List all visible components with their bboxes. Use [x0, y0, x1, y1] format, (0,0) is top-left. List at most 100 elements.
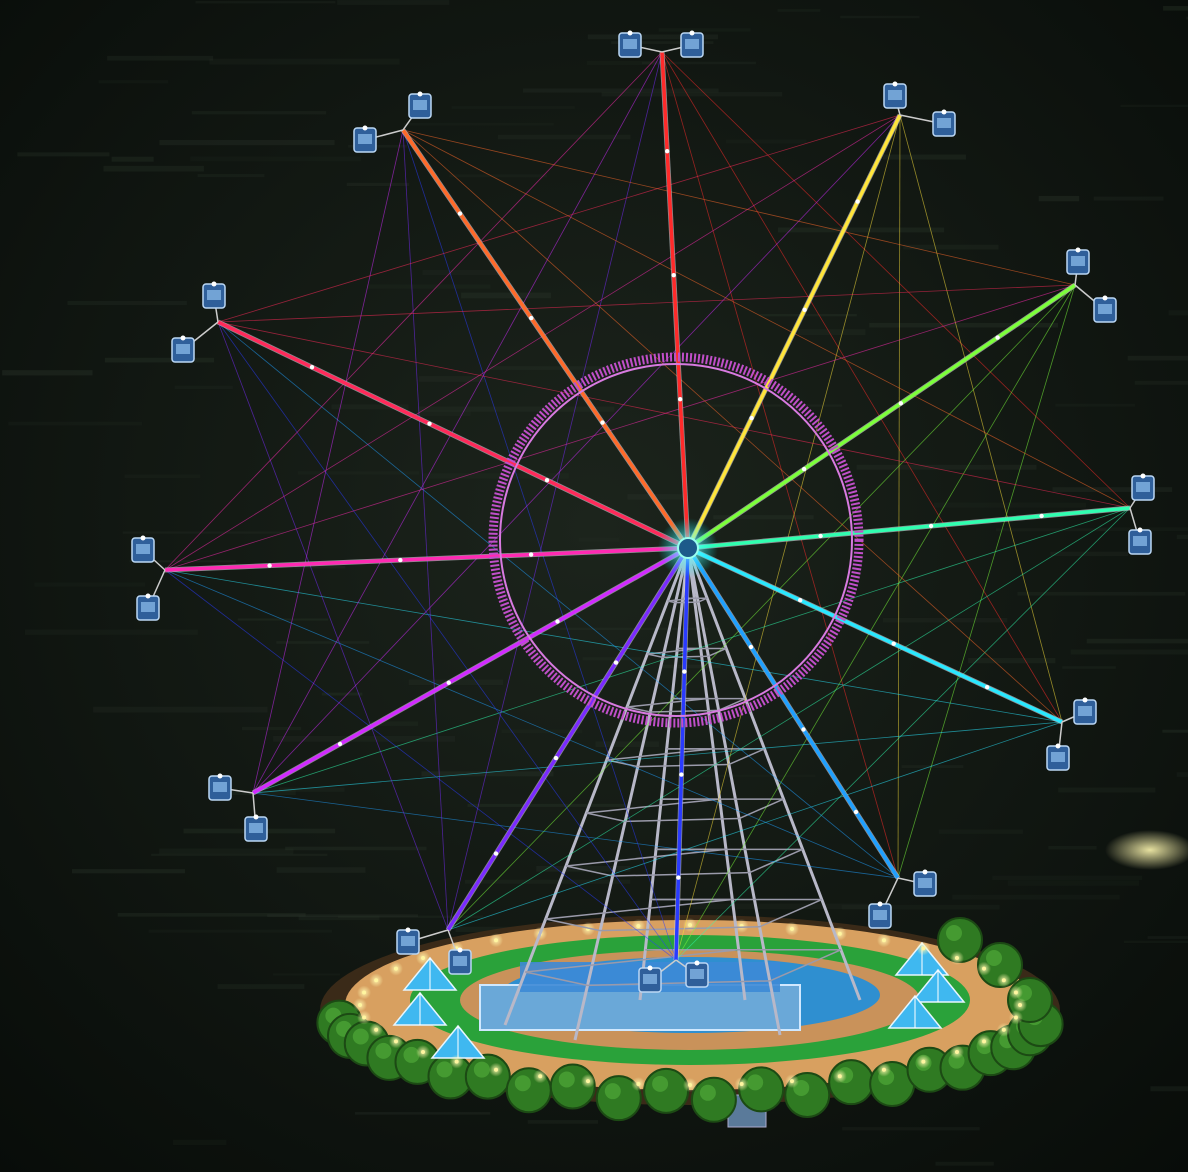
cable: [675, 284, 1076, 961]
plaza-light: [636, 923, 641, 928]
plaza: [320, 915, 1060, 1128]
texture-streak: [869, 322, 1059, 328]
texture-streak: [692, 903, 888, 910]
gondola-light: [647, 965, 653, 971]
gondola-window: [918, 878, 932, 888]
texture-streak: [1086, 638, 1188, 644]
texture-streak: [191, 111, 327, 115]
texture-streak: [952, 894, 1120, 900]
texture-streak: [403, 122, 554, 126]
texture-streak: [1150, 1086, 1188, 1092]
tower-brace: [586, 812, 626, 823]
texture-streak: [903, 244, 999, 250]
gondolas: [131, 30, 1155, 993]
texture-streak: [451, 106, 575, 109]
texture-streak: [1055, 403, 1135, 407]
plaza-light: [494, 1067, 499, 1072]
tower-leg: [503, 547, 690, 1026]
sparkle: [528, 552, 534, 557]
texture-streak: [1062, 666, 1116, 669]
texture-streak: [273, 735, 456, 742]
gondola-window: [136, 544, 150, 554]
spoke: [687, 546, 1063, 724]
gondola-light: [627, 30, 633, 36]
spoke: [687, 283, 1076, 550]
sparkle: [665, 149, 670, 154]
plaza-light: [374, 978, 379, 983]
cable: [402, 129, 1076, 286]
texture-streak: [901, 765, 964, 769]
texture-streak: [107, 55, 214, 61]
texture-streak: [8, 421, 143, 426]
sparkle: [457, 211, 463, 216]
texture-streak: [71, 869, 185, 874]
texture-streak: [501, 729, 583, 734]
tower-brace: [626, 706, 651, 713]
texture-streak: [348, 144, 407, 148]
texture-streak: [627, 494, 687, 500]
texture-streak: [276, 641, 370, 644]
texture-streak: [366, 284, 491, 289]
plaza-light: [393, 1039, 398, 1044]
plaza-light: [421, 955, 426, 960]
cable: [675, 507, 1131, 961]
gondola-window: [453, 956, 467, 966]
texture-streak: [935, 1161, 994, 1166]
texture-streak: [586, 60, 672, 65]
plaza-light: [1001, 1027, 1006, 1032]
texture-streak: [1058, 787, 1156, 793]
texture-streak: [159, 139, 335, 146]
tower-brace: [612, 871, 750, 877]
sparkle: [891, 641, 896, 646]
sparkle: [985, 685, 990, 690]
tree-highlight: [436, 1061, 453, 1078]
texture-streak: [421, 771, 554, 777]
texture-streak: [587, 34, 718, 40]
gondola-light: [922, 869, 928, 875]
hub-ring-inner: [499, 363, 853, 717]
texture-streak: [417, 410, 471, 416]
texture-streak: [1162, 729, 1188, 733]
plaza-light: [954, 955, 959, 960]
sparkle: [682, 669, 687, 674]
gondola-window: [413, 100, 427, 110]
gondola-window: [685, 39, 699, 49]
plaza-light: [1001, 978, 1006, 983]
support-tower: [503, 547, 862, 1041]
texture-streak: [298, 915, 380, 921]
texture-streak: [713, 515, 814, 520]
texture-streak: [337, 915, 484, 918]
cable: [164, 569, 1063, 723]
plaza-light: [881, 938, 886, 943]
texture-streak: [190, 156, 361, 162]
tower-brace: [545, 918, 601, 932]
sparkle: [337, 741, 343, 747]
cable: [899, 114, 1063, 723]
texture-streak: [798, 329, 866, 336]
texture-streak: [104, 357, 215, 363]
gondola-light: [1102, 295, 1108, 301]
texture-streak: [111, 156, 154, 162]
texture-streak: [661, 664, 721, 669]
tree: [643, 1067, 690, 1114]
sparkle: [398, 557, 403, 563]
sparkle: [267, 563, 272, 568]
plaza-light: [982, 1039, 987, 1044]
gondola-light: [1055, 743, 1061, 749]
plaza-light: [538, 1074, 543, 1079]
texture-streak: [331, 404, 409, 410]
texture-streak: [217, 984, 305, 989]
plaza-light: [921, 1059, 926, 1064]
texture-streak: [1186, 16, 1188, 20]
texture-streak: [696, 774, 816, 777]
plaza-light: [358, 1003, 362, 1007]
cable: [164, 114, 901, 571]
texture-streak: [1007, 880, 1140, 886]
sparkles: [267, 149, 1044, 880]
cable: [402, 129, 1063, 723]
texture-streak: [777, 227, 945, 233]
texture-streak: [197, 174, 265, 178]
plaza-light: [454, 1059, 459, 1064]
cable: [252, 792, 899, 879]
sparkle: [928, 523, 934, 529]
